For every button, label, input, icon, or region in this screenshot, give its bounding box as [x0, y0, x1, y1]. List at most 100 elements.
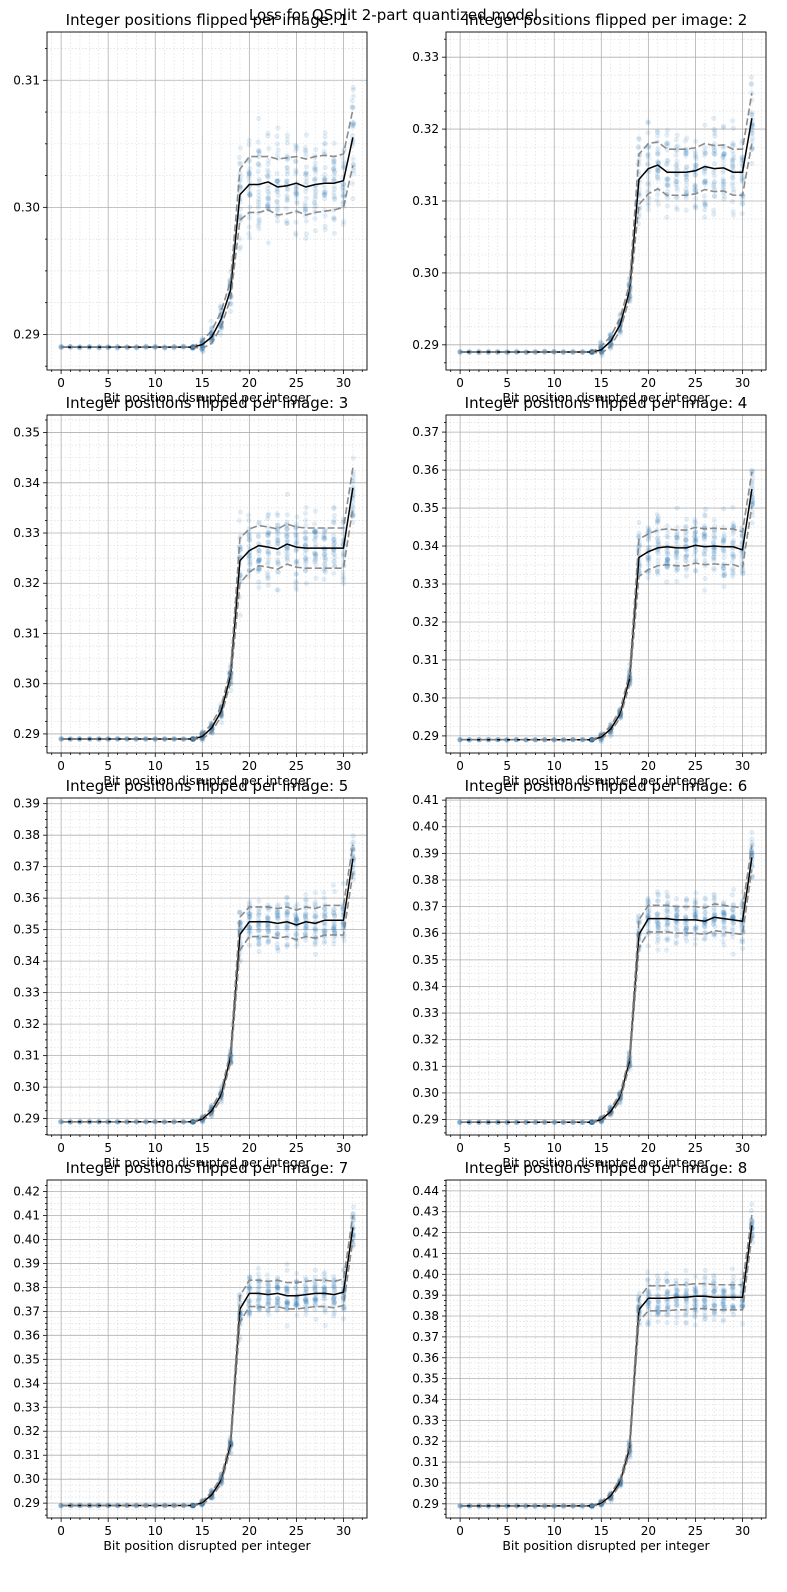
- scatter-point: [683, 186, 689, 192]
- chart-panel-2: Integer positions flipped per image: 2 0 5…: [412, 11, 767, 405]
- scatter-point: [712, 133, 718, 139]
- scatter-point: [645, 202, 651, 208]
- scatter-point: [331, 183, 337, 189]
- scatter-point: [284, 546, 290, 553]
- scatter-point: [664, 557, 670, 563]
- scatter-point: [350, 122, 356, 128]
- scatter-point: [655, 571, 661, 577]
- scatter-point: [682, 138, 688, 144]
- scatter-point: [322, 175, 328, 181]
- scatter-point: [692, 184, 698, 190]
- scatter-point: [312, 558, 318, 565]
- scatter-point: [655, 947, 661, 953]
- scatter-point: [302, 206, 309, 212]
- scatter-point: [712, 151, 718, 157]
- scatter-point: [284, 187, 291, 193]
- scatter-point: [284, 1323, 290, 1329]
- scatter-point: [246, 174, 252, 181]
- scatter-point: [312, 196, 318, 202]
- scatter-point: [284, 1267, 290, 1274]
- y-tick-label: 0.31: [412, 1059, 439, 1073]
- scatter-point: [303, 164, 310, 170]
- x-tick-label: 20: [641, 376, 656, 390]
- scatter-point: [350, 84, 356, 91]
- x-tick-label: 30: [336, 759, 351, 773]
- scatter-point: [692, 538, 698, 544]
- scatter-point: [294, 1312, 300, 1318]
- scatter-point: [302, 208, 309, 215]
- scatter-point: [636, 136, 642, 142]
- scatter-point: [313, 1316, 319, 1323]
- scatter-point: [237, 533, 244, 539]
- scatter-point: [720, 153, 726, 159]
- scatter-point: [720, 176, 726, 182]
- scatter-point: [729, 161, 736, 167]
- scatter-point: [702, 936, 708, 942]
- scatter-point: [654, 889, 661, 895]
- scatter-point: [256, 218, 262, 224]
- y-tick-label: 0.34: [412, 979, 439, 993]
- scatter-point: [739, 177, 745, 184]
- scatter-point: [645, 536, 651, 542]
- scatter-point: [349, 104, 355, 110]
- scatter-point: [729, 573, 736, 579]
- scatter-point: [349, 132, 356, 139]
- scatter-point: [692, 539, 698, 546]
- scatter-point: [256, 567, 262, 573]
- scatter-point: [701, 523, 707, 529]
- scatter-point: [665, 894, 671, 900]
- scatter-point: [332, 888, 338, 895]
- scatter-point: [265, 169, 272, 176]
- scatter-point: [331, 190, 337, 196]
- scatter-point: [265, 532, 271, 538]
- scatter-point: [312, 166, 318, 173]
- scatter-point: [331, 551, 337, 558]
- scatter-point: [655, 145, 661, 152]
- scatter-point: [313, 146, 319, 153]
- scatter-point: [730, 163, 736, 169]
- scatter-point: [701, 193, 707, 199]
- scatter-point: [457, 349, 463, 355]
- scatter-point: [274, 941, 280, 947]
- scatter-point: [350, 833, 356, 839]
- scatter-point: [720, 547, 726, 553]
- scatter-point: [293, 521, 300, 527]
- x-tick-label: 25: [289, 1524, 304, 1538]
- scatter-point: [645, 170, 651, 176]
- scatter-point: [702, 178, 708, 184]
- scatter-point: [321, 890, 327, 896]
- scatter-point: [265, 574, 271, 580]
- scatter-point: [646, 908, 652, 914]
- scatter-point: [665, 188, 671, 194]
- scatter-point: [635, 532, 642, 539]
- scatter-point: [274, 534, 280, 540]
- scatter-point: [274, 198, 280, 205]
- scatter-point: [303, 1311, 309, 1318]
- scatter-point: [340, 569, 346, 575]
- scatter-point: [331, 541, 337, 548]
- scatter-point: [331, 1313, 337, 1319]
- scatter-point: [331, 158, 337, 164]
- scatter-point: [674, 560, 680, 566]
- scatter-point: [674, 908, 680, 915]
- scatter-point: [673, 939, 679, 945]
- scatter-point: [683, 536, 689, 543]
- scatter-point: [331, 559, 337, 565]
- scatter-point: [256, 551, 262, 557]
- scatter-point: [711, 184, 717, 191]
- scatter-point: [246, 549, 252, 555]
- scatter-point: [664, 132, 670, 138]
- scatter-point: [350, 105, 356, 111]
- chart-title: Integer positions flipped per image: 2: [465, 11, 748, 29]
- scatter-point: [246, 553, 252, 559]
- scatter-point: [341, 165, 347, 171]
- scatter-point: [265, 204, 271, 210]
- scatter-point: [265, 538, 272, 545]
- scatter-point: [294, 191, 300, 197]
- scatter-point: [340, 880, 347, 887]
- scatter-point: [219, 720, 225, 726]
- scatter-point: [275, 522, 281, 528]
- scatter-point: [322, 164, 328, 171]
- scatter-point: [350, 93, 357, 99]
- series-line-mean: [460, 118, 753, 353]
